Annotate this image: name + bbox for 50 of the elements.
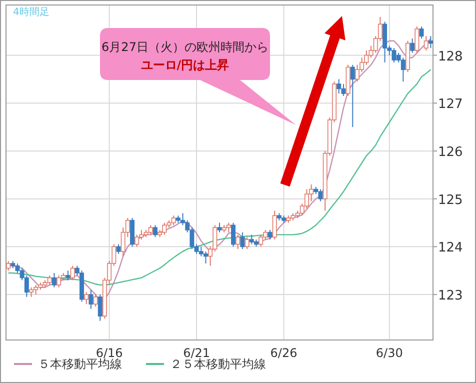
x-tick-label: 6/30: [376, 346, 403, 360]
y-tick-label: 125: [438, 192, 463, 208]
legend-label: ２５本移動平均線: [170, 357, 266, 371]
x-tick-label: 6/26: [270, 346, 298, 360]
y-tick-label: 126: [438, 144, 463, 160]
candlestick: [400, 57, 406, 82]
candlestick: [410, 38, 415, 54]
annotation: ユーロ/円は上昇: [140, 58, 230, 72]
candlestick: [244, 236, 250, 250]
candlestick: [171, 215, 176, 226]
candlestick: [414, 26, 420, 54]
candlestick: [217, 222, 222, 233]
candlestick: [47, 274, 52, 286]
y-tick-label: 123: [438, 288, 463, 304]
x-tick-label: 6/16: [96, 346, 123, 360]
candlestick: [130, 217, 134, 248]
annotation: 4時間足: [13, 6, 50, 18]
candlestick: [70, 265, 75, 281]
candlestick: [6, 260, 11, 272]
candlestick: [148, 224, 153, 236]
candlestick: [240, 232, 245, 250]
x-tick-label: 6/21: [183, 346, 210, 360]
candlestick: [66, 270, 70, 281]
candlestick: [116, 244, 121, 254]
candlestick: [272, 210, 277, 240]
candlestick: [93, 294, 98, 307]
candlestick: [226, 222, 231, 233]
candlestick: [424, 36, 428, 51]
y-tick-label: 124: [438, 240, 463, 256]
candlestick: [203, 250, 208, 264]
candlestick: [152, 224, 158, 238]
candlestick: [134, 234, 140, 248]
candlestick: [382, 21, 388, 63]
candlestick: [98, 294, 102, 322]
candlestick: [336, 78, 342, 94]
legend-label: ５本移動平均線: [38, 357, 122, 371]
candlestick: [84, 292, 89, 305]
candlestick: [236, 234, 240, 250]
candlestick: [268, 229, 272, 240]
candlestick: [231, 222, 236, 248]
candlestick: [428, 36, 433, 49]
y-tick-label: 127: [438, 97, 463, 112]
candlestick: [88, 289, 94, 310]
candlestick: [419, 26, 424, 39]
candlestick: [56, 274, 62, 288]
y-tick-label: 128: [438, 49, 463, 64]
candlestick: [258, 234, 264, 248]
candlestick: [350, 64, 355, 128]
annotation: 6月27日（火）の欧州時間から: [102, 40, 268, 54]
candlestick: [52, 272, 56, 288]
